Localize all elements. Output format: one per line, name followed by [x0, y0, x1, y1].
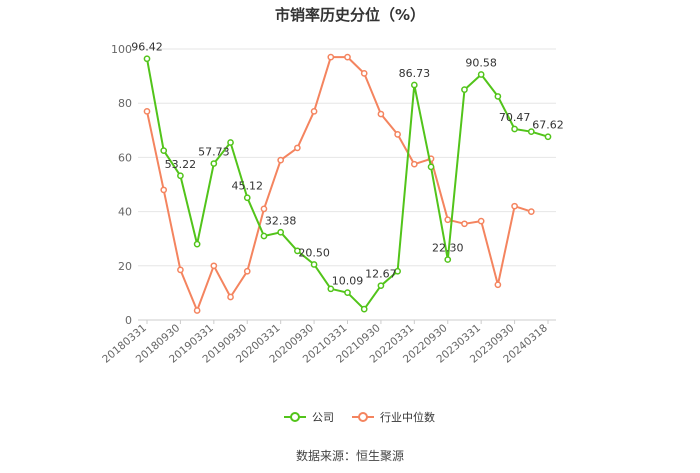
source-note: 数据来源：恒生聚源 — [295, 449, 404, 463]
data-point — [193, 240, 201, 248]
data-point — [177, 266, 184, 274]
data-point — [427, 163, 435, 171]
data-point — [210, 262, 218, 270]
data-point — [310, 107, 318, 115]
data-label: 86.73 — [399, 67, 431, 80]
data-point — [544, 133, 552, 141]
data-label: 96.42 — [131, 41, 163, 54]
data-point — [177, 172, 184, 180]
data-point — [160, 147, 168, 154]
y-tick-label: 0 — [125, 314, 132, 327]
data-point — [444, 216, 452, 224]
series-line-1 — [146, 56, 532, 312]
data-point — [394, 267, 401, 275]
data-point — [527, 128, 535, 136]
legend-marker-0 — [290, 412, 300, 422]
data-label: 90.58 — [465, 57, 497, 70]
data-point — [310, 261, 318, 268]
data-point — [277, 228, 285, 236]
data-label: 57.73 — [198, 146, 230, 159]
data-label: 32.38 — [265, 214, 297, 227]
data-point — [410, 81, 418, 89]
y-tick-label: 60 — [118, 151, 132, 164]
data-point — [527, 208, 535, 215]
data-point — [360, 305, 368, 313]
data-point — [260, 205, 268, 213]
y-tick-label: 40 — [118, 206, 132, 219]
data-point — [344, 53, 351, 61]
legend-marker-1 — [358, 412, 368, 422]
legend: 公司 行业中位数 — [284, 410, 435, 424]
legend-label: 行业中位数 — [380, 410, 435, 424]
data-point — [494, 281, 502, 289]
y-tick-label: 80 — [118, 97, 132, 110]
data-point — [193, 307, 201, 314]
data-point — [260, 232, 268, 240]
data-label: 12.67 — [365, 268, 397, 281]
data-label: 22.30 — [432, 242, 464, 255]
data-point — [277, 156, 285, 164]
data-point — [160, 186, 168, 194]
data-point — [494, 93, 502, 100]
data-point — [461, 220, 468, 228]
data-point — [360, 70, 368, 77]
data-label: 10.09 — [332, 275, 364, 288]
data-point — [377, 110, 385, 118]
data-point — [477, 217, 485, 225]
data-point — [461, 86, 468, 94]
y-tick-label: 20 — [118, 260, 132, 273]
data-point — [344, 289, 351, 297]
data-point — [511, 125, 518, 133]
data-point — [394, 131, 401, 138]
data-point — [294, 144, 301, 152]
data-label: 20.50 — [298, 246, 330, 259]
series-line-0 — [146, 58, 549, 311]
legend-label: 公司 — [312, 411, 334, 424]
data-point — [227, 293, 234, 301]
data-point — [444, 256, 452, 263]
data-point — [327, 285, 335, 293]
data-point — [143, 55, 151, 63]
data-point — [210, 160, 218, 167]
data-point — [410, 160, 418, 168]
data-point — [294, 247, 301, 255]
data-point — [477, 71, 485, 78]
y-tick-label: 100 — [111, 43, 132, 56]
data-label: 67.62 — [532, 119, 564, 132]
data-point — [243, 267, 251, 275]
data-point — [243, 194, 251, 202]
data-point — [511, 202, 518, 210]
data-point — [143, 107, 151, 115]
data-label: 70.47 — [499, 111, 531, 124]
data-label: 53.22 — [165, 158, 197, 171]
data-label: 45.12 — [232, 180, 264, 193]
data-point — [377, 282, 385, 290]
data-point — [327, 53, 335, 61]
chart-title: 市销率历史分位（%） — [274, 6, 426, 24]
data-point — [227, 139, 234, 146]
